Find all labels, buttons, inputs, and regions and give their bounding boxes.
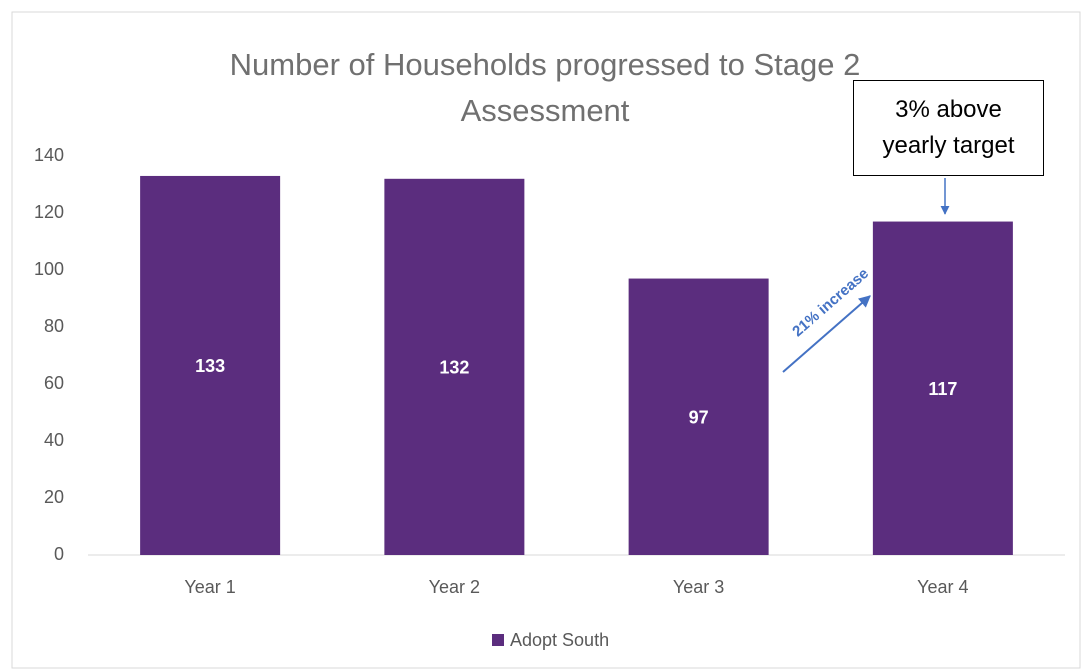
bar [628,278,769,555]
y-tick-label: 60 [44,373,64,393]
x-tick-label: Year 2 [429,577,480,597]
annotation: 21% increase [789,265,872,340]
data-label: 133 [195,356,225,376]
y-tick-label: 100 [34,259,64,279]
annotation-arrow [782,295,871,373]
y-tick-label: 120 [34,202,64,222]
x-tick-label: Year 3 [673,577,724,597]
legend-swatch [492,634,504,646]
bar [140,175,281,555]
data-label: 117 [928,379,957,399]
data-label: 132 [439,358,469,378]
bar [384,178,525,556]
y-tick-label: 0 [54,544,64,564]
legend-label: Adopt South [510,630,609,650]
x-tick-label: Year 4 [917,577,968,597]
chart-title: Number of Households progressed to Stage… [229,47,861,128]
annotation-box: 3% above yearly target [853,80,1044,176]
y-tick-label: 40 [44,430,64,450]
chart-border [11,11,1081,669]
y-tick-label: 140 [34,145,64,165]
x-tick-label: Year 1 [184,577,235,597]
y-tick-label: 80 [44,316,64,336]
data-label: 97 [689,408,709,428]
bar [872,221,1013,556]
y-tick-label: 20 [44,487,64,507]
